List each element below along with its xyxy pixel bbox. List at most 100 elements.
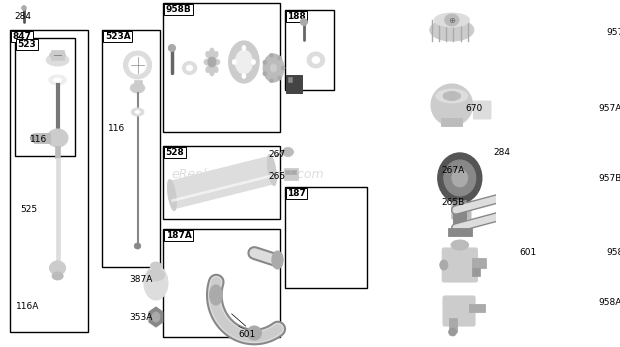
Text: 116: 116 [30, 135, 48, 144]
Bar [56, 158, 60, 263]
Ellipse shape [281, 66, 285, 70]
Ellipse shape [210, 285, 223, 305]
Ellipse shape [210, 68, 215, 76]
Bar [472, 258, 486, 268]
Ellipse shape [135, 110, 140, 113]
FancyBboxPatch shape [442, 248, 477, 282]
Ellipse shape [206, 51, 211, 58]
Text: 528: 528 [166, 148, 184, 157]
Ellipse shape [50, 51, 66, 59]
Text: 267: 267 [268, 150, 285, 159]
Text: 187: 187 [287, 189, 306, 198]
Ellipse shape [152, 312, 160, 322]
Bar [285, 187, 367, 288]
FancyBboxPatch shape [453, 167, 472, 195]
Bar [163, 146, 280, 219]
Bar [448, 228, 472, 236]
Ellipse shape [30, 134, 37, 142]
Ellipse shape [213, 59, 220, 65]
Bar [286, 75, 303, 93]
Ellipse shape [269, 53, 273, 57]
Text: 957B: 957B [598, 174, 620, 183]
Ellipse shape [187, 65, 193, 71]
Ellipse shape [444, 160, 476, 196]
FancyBboxPatch shape [452, 197, 471, 219]
Ellipse shape [278, 76, 281, 80]
Ellipse shape [278, 56, 281, 60]
Ellipse shape [130, 83, 144, 93]
Ellipse shape [52, 272, 63, 280]
Bar [469, 304, 485, 312]
Text: 267A: 267A [441, 166, 464, 175]
Ellipse shape [267, 154, 277, 185]
Ellipse shape [232, 59, 236, 65]
Text: 387A: 387A [130, 275, 153, 284]
Ellipse shape [431, 84, 472, 126]
Ellipse shape [449, 328, 456, 336]
Ellipse shape [46, 54, 69, 66]
Bar [291, 170, 296, 174]
Bar [285, 170, 290, 174]
Ellipse shape [436, 89, 468, 103]
Bar [464, 172, 469, 186]
Bar [453, 200, 466, 230]
Ellipse shape [263, 60, 267, 64]
Bar [51, 50, 64, 60]
FancyBboxPatch shape [474, 101, 491, 119]
Ellipse shape [270, 64, 277, 72]
Ellipse shape [434, 13, 469, 27]
Text: 116A: 116A [16, 302, 39, 311]
Ellipse shape [247, 326, 262, 340]
Polygon shape [149, 307, 163, 327]
Ellipse shape [167, 179, 177, 210]
Text: 523A: 523A [105, 32, 130, 41]
Ellipse shape [505, 144, 511, 150]
Ellipse shape [307, 52, 325, 68]
Ellipse shape [269, 79, 273, 83]
Ellipse shape [263, 71, 267, 76]
Ellipse shape [131, 108, 144, 116]
Ellipse shape [210, 48, 215, 56]
Ellipse shape [438, 153, 482, 203]
Ellipse shape [204, 59, 210, 65]
Bar [163, 3, 280, 132]
Text: ⊕: ⊕ [448, 16, 455, 25]
Text: 958: 958 [606, 248, 620, 257]
Ellipse shape [452, 169, 468, 187]
Ellipse shape [144, 266, 168, 300]
Polygon shape [170, 156, 274, 209]
Ellipse shape [451, 240, 469, 250]
Bar [284, 168, 298, 180]
Bar [288, 77, 292, 82]
Bar [441, 118, 463, 126]
Ellipse shape [506, 194, 521, 216]
Bar [285, 10, 334, 90]
Ellipse shape [213, 66, 218, 73]
Ellipse shape [135, 243, 141, 249]
Ellipse shape [150, 262, 162, 270]
Text: 957A: 957A [598, 104, 620, 113]
Ellipse shape [47, 129, 68, 147]
Text: 670: 670 [466, 104, 482, 113]
Text: 187A: 187A [166, 231, 192, 240]
Bar [163, 229, 280, 337]
Text: eReplacementParts.com: eReplacementParts.com [172, 168, 324, 180]
Bar [458, 172, 463, 186]
Text: 601: 601 [520, 248, 537, 257]
Text: 523: 523 [17, 40, 37, 49]
Text: 265: 265 [268, 172, 285, 181]
Ellipse shape [282, 147, 293, 156]
Text: 525: 525 [20, 205, 37, 214]
Ellipse shape [312, 57, 320, 64]
Ellipse shape [206, 66, 211, 73]
Ellipse shape [440, 260, 448, 270]
Ellipse shape [263, 54, 284, 82]
Ellipse shape [430, 19, 474, 41]
Text: 958B: 958B [166, 5, 192, 14]
Bar [11, 30, 88, 332]
Ellipse shape [443, 92, 461, 101]
Ellipse shape [252, 59, 255, 65]
Text: 601: 601 [238, 330, 255, 339]
Text: 353A: 353A [130, 313, 153, 322]
Ellipse shape [50, 261, 66, 275]
